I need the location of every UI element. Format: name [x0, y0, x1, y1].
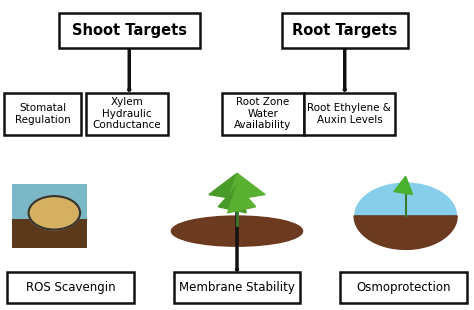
Text: Membrane Stability: Membrane Stability: [179, 281, 295, 294]
Text: ROS Scavengin: ROS Scavengin: [26, 281, 116, 294]
Text: Osmoprotection: Osmoprotection: [356, 281, 451, 294]
Polygon shape: [354, 216, 457, 249]
Text: Root Ethylene &
Auxin Levels: Root Ethylene & Auxin Levels: [308, 103, 392, 125]
FancyBboxPatch shape: [340, 272, 466, 303]
Polygon shape: [209, 173, 246, 201]
FancyBboxPatch shape: [8, 272, 134, 303]
FancyBboxPatch shape: [222, 93, 304, 135]
FancyBboxPatch shape: [4, 93, 81, 135]
Text: Root Targets: Root Targets: [292, 23, 397, 38]
Text: Root Zone
Water
Availability: Root Zone Water Availability: [234, 97, 292, 131]
Text: Stomatal
Regulation: Stomatal Regulation: [15, 103, 71, 125]
FancyBboxPatch shape: [304, 93, 395, 135]
Text: Shoot Targets: Shoot Targets: [72, 23, 187, 38]
FancyBboxPatch shape: [59, 13, 200, 48]
FancyBboxPatch shape: [282, 13, 408, 48]
Polygon shape: [228, 173, 265, 201]
Polygon shape: [394, 176, 413, 195]
Text: Xylem
Hydraulic
Conductance: Xylem Hydraulic Conductance: [92, 97, 161, 131]
Circle shape: [28, 196, 80, 230]
Polygon shape: [218, 185, 246, 213]
Polygon shape: [228, 185, 256, 213]
Circle shape: [354, 182, 457, 249]
FancyBboxPatch shape: [86, 93, 168, 135]
Bar: [12, 219, 87, 248]
FancyBboxPatch shape: [174, 272, 300, 303]
Ellipse shape: [172, 216, 302, 246]
FancyBboxPatch shape: [12, 184, 87, 248]
